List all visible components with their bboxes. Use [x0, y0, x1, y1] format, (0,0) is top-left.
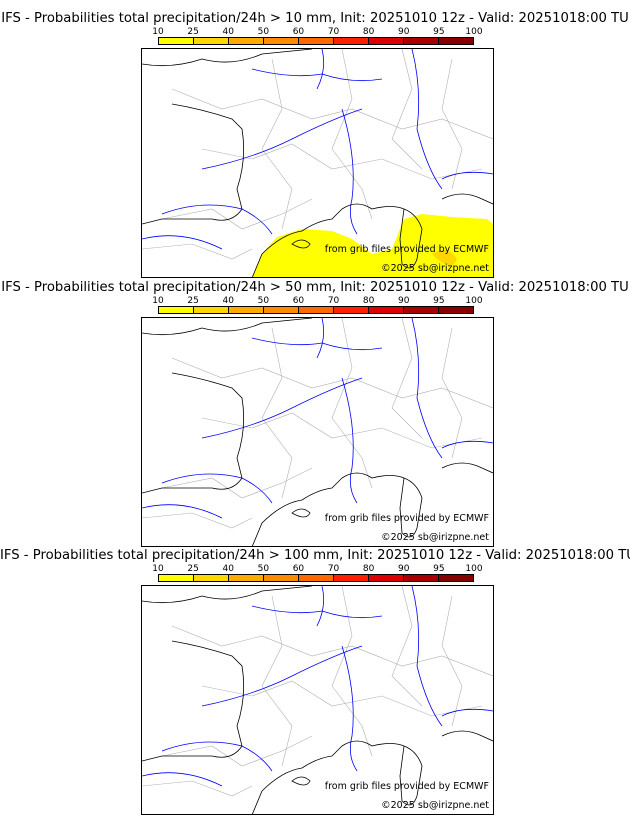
forecast-panel: IFS - Probabilities total precipitation/… [0, 537, 630, 815]
precip-area [252, 214, 493, 277]
colorbar-segment [299, 38, 334, 44]
colorbar-tick-label: 50 [257, 564, 270, 574]
source-credit: from grib files provided by ECMWF [324, 513, 489, 524]
colorbar-tick-label: 80 [362, 564, 375, 574]
colorbar-segment [229, 307, 264, 313]
colorbar-tick-label: 70 [327, 296, 340, 306]
colorbar-tick-label: 60 [292, 296, 305, 306]
precipitation-map: from grib files provided by ECMWF ©2025 … [141, 48, 494, 278]
colorbar-segment [264, 307, 299, 313]
colorbar-tick-label: 90 [398, 27, 410, 37]
admin-borders [142, 49, 493, 260]
colorbar-segment [369, 307, 404, 313]
colorbar-segment [229, 38, 264, 44]
panel-title: IFS - Probabilities total precipitation/… [1, 11, 629, 26]
colorbar-tick-label: 80 [362, 296, 375, 306]
colorbar: 10 25 40 50 60 70 80 90 95 100 [152, 564, 483, 582]
colorbar-segment [404, 575, 439, 581]
colorbar-tick-label: 40 [222, 296, 234, 306]
colorbar-segment [439, 575, 473, 581]
map-svg [142, 586, 493, 814]
colorbar-tick-label: 25 [187, 564, 199, 574]
colorbar-tick-label: 90 [398, 296, 410, 306]
colorbar-segment [369, 38, 404, 44]
copyright-credit: ©2025 sb@irizpne.net [381, 800, 489, 811]
source-credit: from grib files provided by ECMWF [324, 244, 489, 255]
colorbar-tick-label: 40 [222, 27, 234, 37]
map-svg [142, 49, 493, 277]
colorbar-tick-label: 25 [187, 296, 199, 306]
colorbar-tick-label: 10 [152, 564, 164, 574]
colorbar-segment [159, 38, 194, 44]
admin-borders [142, 318, 493, 529]
colorbar-tick-label: 100 [465, 296, 483, 306]
panel-title: IFS - Probabilities total precipitation/… [0, 548, 630, 563]
colorbar-segment [299, 575, 334, 581]
colorbar-segment [334, 307, 369, 313]
colorbar-tick-label: 95 [433, 564, 445, 574]
colorbar-tick-label: 25 [187, 27, 199, 37]
colorbar-tick-label: 40 [222, 564, 234, 574]
copyright-credit: ©2025 sb@irizpne.net [381, 532, 489, 543]
panel-title: IFS - Probabilities total precipitation/… [1, 280, 629, 295]
coastline [142, 586, 493, 814]
colorbar-tick-label: 100 [465, 564, 483, 574]
colorbar-tick-label: 100 [465, 27, 483, 37]
colorbar-segment [439, 307, 473, 313]
colorbar-segment [439, 38, 473, 44]
map-svg [142, 318, 493, 546]
colorbar-segment [334, 575, 369, 581]
colorbar: 10 25 40 50 60 70 80 90 95 100 [152, 296, 483, 314]
source-credit: from grib files provided by ECMWF [324, 781, 489, 792]
colorbar-segment [159, 575, 194, 581]
colorbar-tick-label: 10 [152, 296, 164, 306]
colorbar-segment [299, 307, 334, 313]
colorbar-segment [229, 575, 264, 581]
colorbar-tick-label: 60 [292, 27, 305, 37]
rivers [142, 49, 493, 250]
colorbar-tick-label: 95 [433, 27, 445, 37]
colorbar-tick-label: 90 [398, 564, 410, 574]
colorbar-tick-label: 50 [257, 27, 270, 37]
colorbar-segment [264, 575, 299, 581]
admin-borders [142, 586, 493, 797]
colorbar-segment [404, 38, 439, 44]
forecast-panel: IFS - Probabilities total precipitation/… [0, 0, 630, 278]
colorbar-segment [194, 307, 229, 313]
copyright-credit: ©2025 sb@irizpne.net [381, 263, 489, 274]
colorbar-tick-label: 80 [362, 27, 375, 37]
precip-area-high [432, 250, 457, 266]
colorbar-segment [159, 307, 194, 313]
colorbar-segment [334, 38, 369, 44]
forecast-panel: IFS - Probabilities total precipitation/… [0, 269, 630, 547]
colorbar-segment [404, 307, 439, 313]
colorbar-segment [264, 38, 299, 44]
colorbar-tick-label: 95 [433, 296, 445, 306]
colorbar-segment [194, 38, 229, 44]
colorbar-segment [369, 575, 404, 581]
precipitation-map: from grib files provided by ECMWF ©2025 … [141, 585, 494, 815]
colorbar-tick-label: 70 [327, 564, 340, 574]
colorbar: 10 25 40 50 60 70 80 90 95 100 [152, 27, 483, 45]
precipitation-map: from grib files provided by ECMWF ©2025 … [141, 317, 494, 547]
coastline [142, 318, 493, 546]
colorbar-tick-label: 50 [257, 296, 270, 306]
colorbar-tick-label: 60 [292, 564, 305, 574]
colorbar-tick-label: 10 [152, 27, 164, 37]
coastline [142, 49, 493, 277]
colorbar-segment [194, 575, 229, 581]
colorbar-tick-label: 70 [327, 27, 340, 37]
